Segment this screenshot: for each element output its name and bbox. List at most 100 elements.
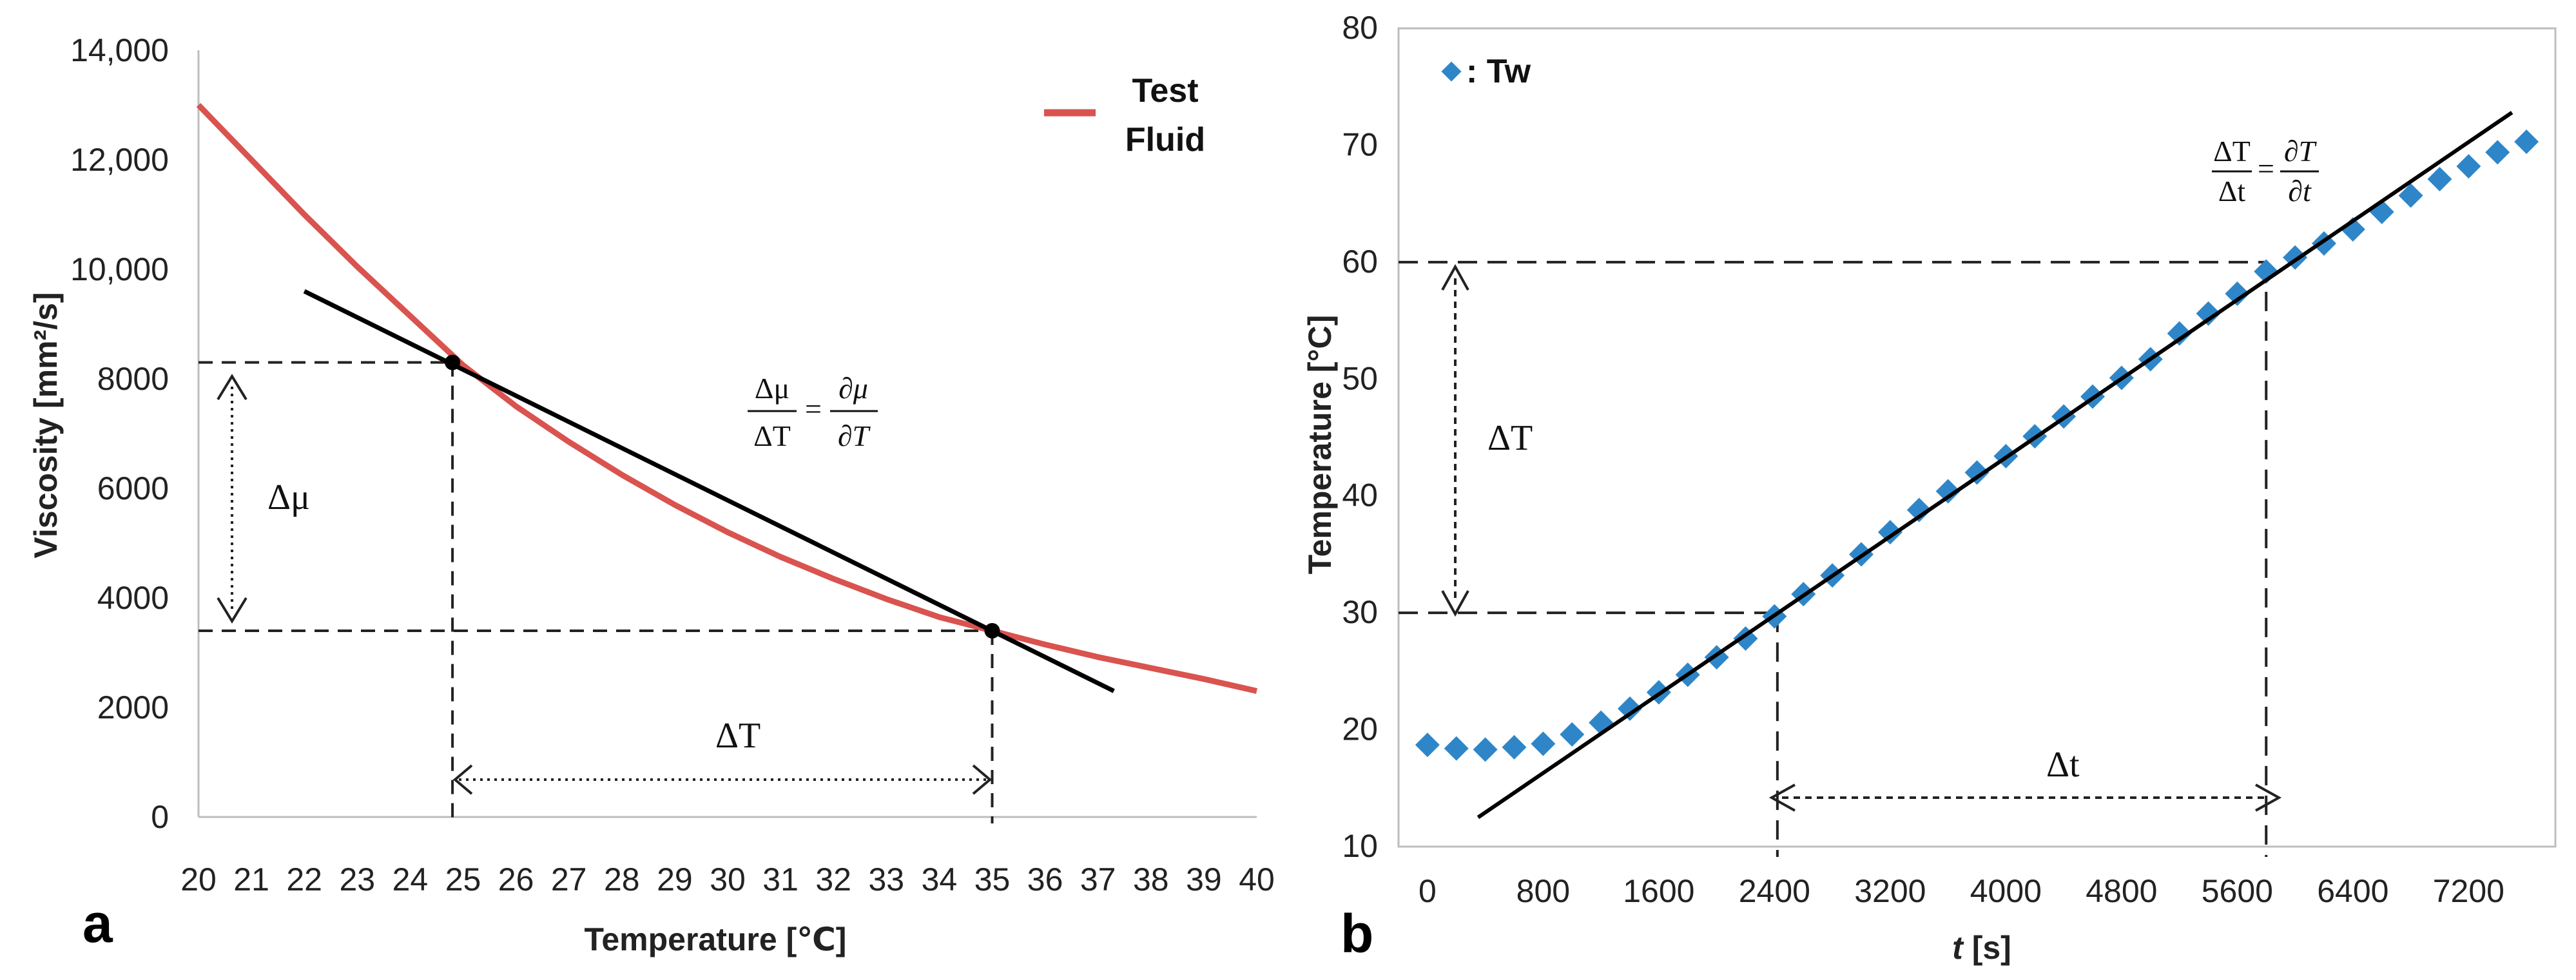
chart-b-formula-lhs-den: Δt bbox=[2218, 175, 2246, 207]
chart-b-ytick-label: 50 bbox=[1342, 360, 1378, 396]
chart-a-xtick-label: 34 bbox=[922, 861, 958, 898]
chart-b-plot-frame bbox=[1397, 27, 2557, 848]
chart-b-ytick-label: 20 bbox=[1342, 711, 1378, 747]
chart-a-x-axis-title: Temperature [℃] bbox=[585, 921, 847, 957]
chart-b-delta-t-arrow bbox=[1441, 264, 1469, 617]
chart-b-delta-t-label: Δt bbox=[2046, 745, 2080, 785]
chart-b-xtick-label: 1600 bbox=[1623, 873, 1694, 909]
chart-a-xtick-label: 36 bbox=[1027, 861, 1063, 898]
chart-b-formula-eq: = bbox=[2258, 152, 2274, 185]
chart-b-xtick-label: 4800 bbox=[2086, 873, 2157, 909]
chart-a-formula-rhs-den: ∂T bbox=[838, 419, 871, 452]
chart-a-xticks: 20 21 22 23 24 25 26 27 28 29 30 31 32 33 34 35 36 37 38 39… bbox=[180, 861, 1275, 898]
chart-a-xtick-label: 33 bbox=[868, 861, 904, 898]
chart-b-ytick-label: 10 bbox=[1342, 828, 1378, 864]
chart-b-point bbox=[2485, 140, 2510, 165]
chart-b-point bbox=[1444, 736, 1469, 761]
chart-b-tangent-line bbox=[1477, 111, 2513, 820]
chart-b-x-axis-title: t [s] bbox=[1952, 930, 2011, 966]
chart-a-legend: Test Fluid bbox=[1044, 72, 1205, 159]
chart-a-xtick-label: 31 bbox=[762, 861, 799, 898]
chart-a-xtick-label: 38 bbox=[1133, 861, 1169, 898]
chart-a-xtick-label: 37 bbox=[1080, 861, 1116, 898]
chart-b-x-axis-title-t: t bbox=[1952, 930, 1964, 966]
chart-b-point bbox=[2427, 167, 2452, 192]
chart-a-xtick-label: 28 bbox=[604, 861, 640, 898]
chart-a-xtick-label: 24 bbox=[392, 861, 429, 898]
chart-a-xtick-label: 29 bbox=[657, 861, 693, 898]
chart-b-formula: ΔT Δt = ∂T ∂t bbox=[2212, 135, 2319, 207]
chart-a-ytick-label: 4000 bbox=[97, 580, 169, 616]
chart-b-legend-marker bbox=[1441, 61, 1462, 82]
chart-b-point bbox=[1473, 737, 1498, 762]
chart-b-xtick-label: 2400 bbox=[1739, 873, 1810, 909]
chart-a-xtick-label: 30 bbox=[710, 861, 746, 898]
chart-b-legend-label: : Tw bbox=[1466, 53, 1531, 90]
chart-b-point bbox=[2167, 321, 2192, 346]
chart-a-legend-line2: Fluid bbox=[1125, 121, 1205, 159]
chart-a-xtick-label: 21 bbox=[233, 861, 269, 898]
chart-b-point bbox=[1964, 460, 1990, 485]
chart-a-xtick-label: 22 bbox=[286, 861, 322, 898]
chart-a-delta-t-label: ΔT bbox=[715, 716, 760, 756]
chart-a-ytick-label: 12,000 bbox=[70, 142, 169, 178]
chart-b-point bbox=[2398, 183, 2423, 208]
chart-b-xtick-label: 6400 bbox=[2317, 873, 2388, 909]
chart-a-xtick-label: 20 bbox=[180, 861, 217, 898]
chart-b-point bbox=[2514, 129, 2539, 154]
chart-b-xtick-label: 5600 bbox=[2202, 873, 2273, 909]
chart-b-point bbox=[2225, 281, 2250, 306]
chart-b-ytick-label: 70 bbox=[1342, 126, 1378, 162]
chart-a-xtick-label: 25 bbox=[445, 861, 481, 898]
chart-b-yticks: 10 20 30 40 50 60 70 80 bbox=[1342, 10, 1378, 864]
chart-a-point-1 bbox=[445, 354, 461, 370]
chart-a: 0 2000 4000 6000 8000 10,000 12,000 14,000 20 21… bbox=[28, 32, 1275, 957]
chart-a-formula-eq: = bbox=[805, 392, 822, 425]
chart-a-ytick-label: 0 bbox=[151, 799, 169, 835]
chart-a-ytick-label: 10,000 bbox=[70, 251, 169, 287]
chart-a-delta-t-arrow bbox=[452, 764, 993, 795]
chart-b-y-axis-title: Temperature [°C] bbox=[1302, 315, 1338, 574]
chart-a-series-test-fluid bbox=[196, 102, 1257, 694]
chart-a-delta-mu-label: Δμ bbox=[267, 477, 310, 517]
panel-label-b: b bbox=[1341, 903, 1373, 964]
chart-b-point bbox=[1502, 735, 1527, 760]
chart-b-xtick-label: 800 bbox=[1516, 873, 1570, 909]
chart-b-formula-rhs-den: ∂t bbox=[2288, 175, 2312, 207]
chart-a-formula: Δμ ΔT = ∂μ ∂T bbox=[748, 372, 878, 452]
chart-b-xtick-label: 7200 bbox=[2433, 873, 2504, 909]
chart-a-xtick-label: 35 bbox=[974, 861, 1011, 898]
chart-b-point bbox=[1618, 696, 1642, 721]
chart-b-xtick-label: 4000 bbox=[1970, 873, 2042, 909]
chart-b-point bbox=[2456, 154, 2481, 179]
chart-a-yticks: 0 2000 4000 6000 8000 10,000 12,000 14,000 bbox=[70, 32, 169, 835]
chart-a-xtick-label: 26 bbox=[498, 861, 534, 898]
chart-b-ytick-label: 80 bbox=[1342, 10, 1378, 46]
chart-a-legend-line1: Test bbox=[1132, 72, 1198, 110]
chart-b-formula-rhs-num: ∂T bbox=[2284, 135, 2318, 168]
chart-b-point bbox=[2196, 301, 2221, 326]
chart-a-xtick-label: 32 bbox=[815, 861, 851, 898]
chart-b-formula-lhs-num: ΔT bbox=[2213, 135, 2251, 168]
chart-b-legend: : Tw bbox=[1441, 53, 1531, 90]
chart-a-formula-lhs-den: ΔT bbox=[753, 419, 791, 452]
chart-a-xtick-label: 40 bbox=[1239, 861, 1275, 898]
chart-b-xtick-label: 3200 bbox=[1854, 873, 1926, 909]
chart-b-delta-T-label: ΔT bbox=[1487, 418, 1533, 458]
chart-a-y-axis-title: Viscosity [mm²/s] bbox=[28, 292, 64, 558]
chart-b-ytick-label: 60 bbox=[1342, 244, 1378, 280]
chart-a-formula-rhs-num: ∂μ bbox=[838, 372, 868, 405]
chart-a-xtick-label: 27 bbox=[551, 861, 587, 898]
chart-b-series-tw bbox=[1415, 129, 2539, 762]
chart-b: 10 20 30 40 50 60 70 80 0 800 1600 2400 3200 4000 480… bbox=[1302, 10, 2557, 966]
panel-label-a: a bbox=[82, 893, 113, 954]
chart-a-delta-mu-arrow bbox=[217, 374, 247, 624]
chart-b-ytick-label: 30 bbox=[1342, 594, 1378, 630]
chart-a-xtick-label: 39 bbox=[1186, 861, 1222, 898]
chart-b-point bbox=[1935, 479, 1961, 504]
chart-a-ytick-label: 6000 bbox=[97, 470, 169, 506]
chart-b-point bbox=[1906, 497, 1932, 523]
chart-b-delta-time-arrow bbox=[1768, 783, 2282, 812]
chart-a-formula-lhs-num: Δμ bbox=[755, 372, 789, 405]
